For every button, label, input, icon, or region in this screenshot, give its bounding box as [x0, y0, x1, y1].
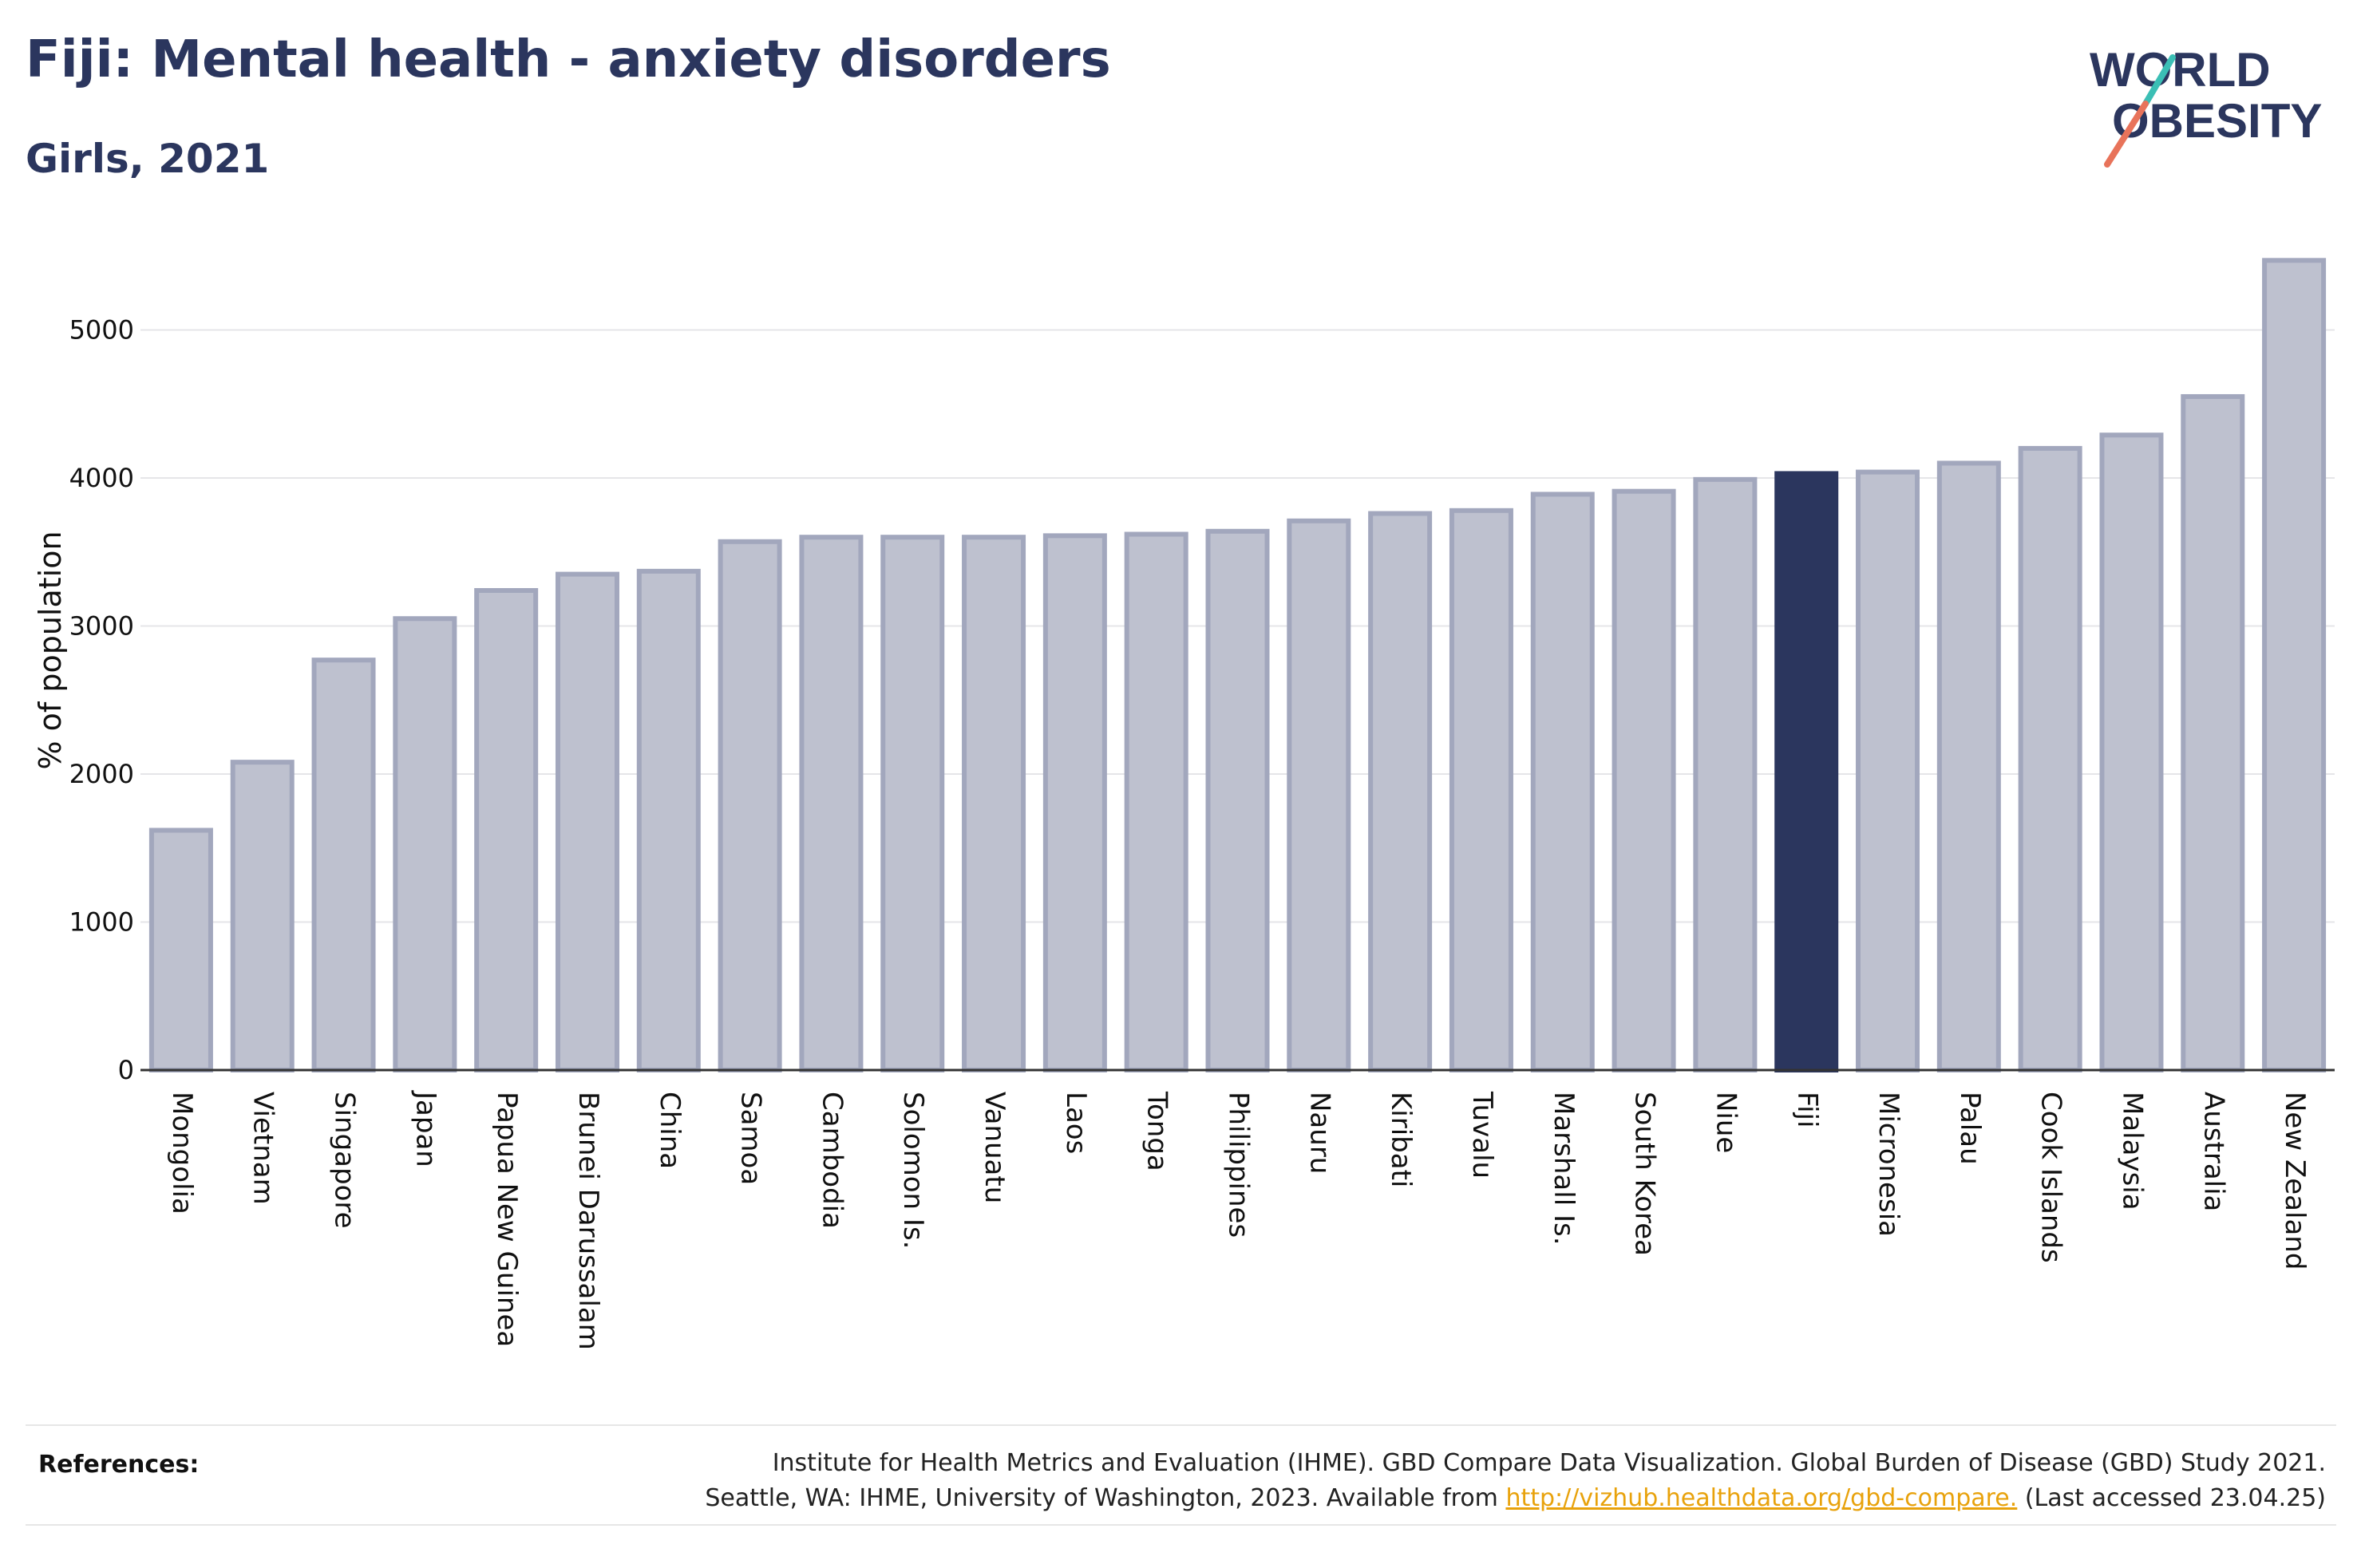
references-top-rule	[26, 1424, 2336, 1426]
x-axis-ticks: Mongolia Vietnam Singapore Japan Papua New G…	[166, 1090, 2311, 1350]
x-tick-label: Mongolia	[166, 1092, 198, 1215]
x-tick-label: Solomon Is.	[897, 1092, 929, 1249]
x-tick-label: Tonga	[1141, 1091, 1173, 1171]
bar	[1287, 518, 1351, 1072]
y-tick-label: 4000	[69, 463, 134, 493]
x-tick-label: New Zealand	[2279, 1092, 2311, 1270]
x-tick-label: Palau	[1954, 1092, 1986, 1165]
y-tick-label: 2000	[69, 759, 134, 789]
bar	[555, 571, 619, 1072]
x-tick-label: China	[654, 1092, 686, 1169]
x-tick-label: Marshall Is.	[1548, 1092, 1580, 1246]
bar	[799, 535, 864, 1072]
x-tick-label: Papua New Guinea	[491, 1092, 523, 1347]
bar	[311, 658, 376, 1072]
world-obesity-logo: WORLD OBESITY	[2090, 43, 2322, 168]
bar	[718, 539, 782, 1072]
x-tick-label: Vietnam	[247, 1092, 279, 1205]
bar	[1612, 488, 1676, 1072]
x-tick-label: Philippines	[1223, 1092, 1255, 1238]
x-tick-label: Samoa	[735, 1092, 767, 1185]
bar	[2099, 432, 2164, 1072]
bar	[2018, 445, 2082, 1072]
references-link[interactable]: http://vizhub.healthdata.org/gbd-compare…	[1505, 1484, 2018, 1512]
references-line-1: Institute for Health Metrics and Evaluat…	[772, 1449, 2326, 1477]
bar	[1936, 460, 2001, 1072]
bar	[636, 568, 701, 1072]
x-tick-label: Cambodia	[816, 1092, 848, 1229]
x-tick-label: Niue	[1710, 1092, 1742, 1153]
y-tick-label: 0	[118, 1055, 134, 1085]
bar	[1042, 533, 1107, 1072]
y-axis-label: % of population	[33, 531, 68, 769]
x-tick-label: Laos	[1060, 1092, 1092, 1154]
x-tick-label: Brunei Darussalam	[572, 1092, 604, 1350]
x-tick-label: Japan	[409, 1090, 441, 1167]
bar	[1368, 511, 1433, 1072]
x-tick-label: Fiji	[1791, 1092, 1823, 1128]
logo-slash-coral	[2104, 101, 2149, 168]
bar	[2262, 258, 2327, 1072]
bar-chart: 0 1000 2000 3000 4000 5000 Mongolia Vietnam Sin…	[33, 258, 2335, 1350]
bar	[1205, 528, 1270, 1072]
references-text: Institute for Health Metrics and Evaluat…	[705, 1446, 2326, 1516]
logo-slash-teal	[2142, 54, 2176, 107]
chart-title: Fiji: Mental health - anxiety disorders	[26, 30, 1111, 89]
x-tick-label: Malaysia	[2116, 1092, 2148, 1211]
bar	[1124, 531, 1188, 1072]
bar	[148, 827, 213, 1072]
x-tick-label: Australia	[2197, 1092, 2229, 1211]
bar	[2181, 393, 2245, 1073]
y-axis-ticks: 0 1000 2000 3000 4000 5000	[69, 315, 134, 1086]
bar-highlight	[1774, 471, 1839, 1072]
x-tick-label: South Korea	[1629, 1092, 1661, 1256]
x-tick-label: Singapore	[329, 1092, 361, 1229]
chart-subtitle: Girls, 2021	[26, 136, 270, 182]
bar	[880, 535, 945, 1072]
references-line-2: Seattle, WA: IHME, University of Washing…	[705, 1481, 2326, 1516]
y-tick-label: 5000	[69, 315, 134, 346]
x-tick-label: Cook Islands	[2035, 1092, 2067, 1263]
y-tick-label: 1000	[69, 907, 134, 938]
bar	[1856, 469, 1920, 1072]
references-line-2-suffix: (Last accessed 23.04.25)	[2017, 1484, 2326, 1512]
y-tick-label: 3000	[69, 611, 134, 642]
references-line-2-prefix: Seattle, WA: IHME, University of Washing…	[705, 1484, 1506, 1512]
x-tick-label: Micronesia	[1873, 1092, 1904, 1237]
bar	[1530, 492, 1595, 1072]
references-label: References:	[38, 1451, 200, 1479]
x-tick-label: Kiribati	[1385, 1092, 1417, 1187]
bar	[1693, 476, 1758, 1072]
bar	[230, 760, 295, 1072]
bar	[1449, 508, 1513, 1072]
logo-world-text: WORLD	[2090, 43, 2271, 97]
references-bottom-rule	[26, 1524, 2336, 1526]
bar	[962, 535, 1026, 1072]
bars	[148, 258, 2327, 1073]
bar	[393, 616, 457, 1072]
x-tick-label: Tuvalu	[1466, 1091, 1498, 1179]
bar	[474, 587, 539, 1072]
x-tick-label: Nauru	[1303, 1092, 1335, 1174]
x-tick-label: Vanuatu	[979, 1092, 1010, 1203]
